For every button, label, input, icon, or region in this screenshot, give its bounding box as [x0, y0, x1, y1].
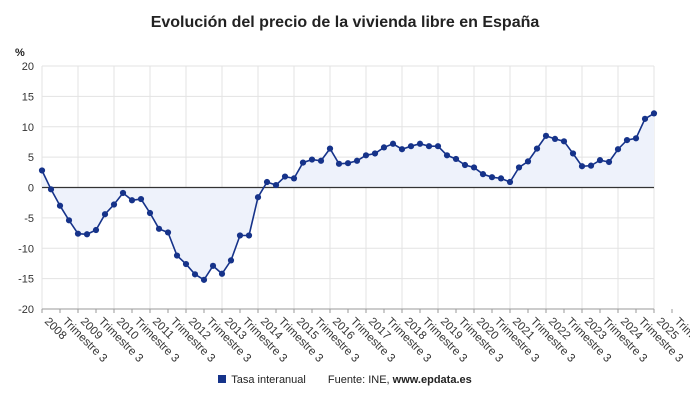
data-point: [524, 158, 532, 165]
data-point: [146, 209, 154, 217]
data-point: [119, 189, 127, 197]
data-point: [83, 231, 91, 238]
data-point: [191, 271, 199, 278]
data-point: [452, 155, 460, 163]
data-point: [632, 135, 640, 142]
data-point: [209, 262, 217, 269]
y-tick-label: 10: [22, 122, 34, 134]
data-point: [542, 132, 550, 139]
data-point: [290, 175, 298, 182]
source-host: www.epdata.es: [392, 374, 472, 386]
data-point: [65, 217, 73, 224]
data-point: [596, 157, 604, 164]
data-point: [326, 145, 334, 152]
y-tick-label: -5: [24, 213, 34, 225]
data-point: [605, 158, 613, 166]
data-point: [506, 178, 514, 186]
data-point: [236, 232, 244, 239]
legend-swatch: [218, 375, 227, 384]
data-point: [380, 144, 388, 151]
data-point: [245, 232, 253, 239]
data-point: [488, 174, 496, 181]
data-point: [353, 157, 361, 164]
data-point: [254, 194, 262, 201]
data-point: [38, 167, 46, 174]
data-point: [227, 257, 235, 264]
data-point: [533, 145, 541, 152]
data-points: [38, 110, 658, 283]
data-point: [110, 201, 118, 208]
data-point: [650, 110, 658, 117]
data-point: [434, 143, 442, 150]
data-point: [443, 152, 451, 159]
data-point: [182, 260, 190, 268]
source-prefix: Fuente: INE,: [327, 374, 393, 386]
y-tick-label: 15: [22, 91, 34, 103]
data-point: [641, 115, 649, 122]
data-point: [263, 178, 271, 186]
data-point: [92, 226, 100, 234]
data-point: [389, 140, 397, 147]
data-point: [128, 197, 136, 204]
y-tick-label: -15: [18, 274, 34, 286]
data-point: [317, 157, 325, 164]
data-point: [425, 143, 433, 150]
data-point: [551, 135, 559, 142]
data-point: [308, 156, 316, 163]
y-axis-ticks: 20 15 10 5 0 -5 -10 -15 -20: [18, 61, 34, 316]
data-point: [578, 163, 586, 170]
data-point: [587, 162, 595, 169]
data-point: [335, 160, 343, 167]
data-point: [47, 186, 55, 193]
data-point: [569, 150, 577, 157]
data-point: [623, 137, 631, 144]
data-point: [155, 225, 163, 232]
area-fill: [42, 113, 654, 280]
data-point: [461, 161, 469, 169]
data-point: [398, 146, 406, 153]
data-point: [344, 160, 352, 167]
legend-label: Tasa interanual: [231, 374, 306, 386]
data-point: [272, 181, 280, 189]
y-tick-label: 5: [28, 152, 34, 164]
data-point: [173, 252, 181, 259]
data-point: [56, 202, 64, 209]
data-point: [479, 171, 487, 178]
data-point: [416, 140, 424, 147]
data-point: [164, 229, 172, 236]
data-point: [407, 143, 415, 150]
y-tick-label: 20: [22, 61, 34, 73]
y-tick-label: -10: [18, 243, 34, 255]
data-point: [560, 138, 568, 145]
y-axis-unit: %: [15, 47, 25, 59]
legend: Tasa interanual Fuente: INE, www.epdata.e…: [0, 374, 690, 386]
data-point: [74, 230, 82, 237]
data-point: [515, 164, 523, 171]
data-point: [470, 164, 478, 171]
chart-title: Evolución del precio de la vivienda libr…: [150, 14, 540, 31]
data-point: [299, 159, 307, 166]
data-point: [281, 173, 289, 180]
y-tick-label: 0: [28, 183, 34, 195]
data-point: [362, 152, 370, 159]
data-point: [200, 276, 208, 283]
data-point: [218, 270, 226, 277]
data-point: [497, 175, 505, 182]
data-point: [101, 211, 109, 218]
y-tick-label: -20: [18, 304, 34, 316]
data-point: [371, 150, 379, 157]
data-point: [137, 195, 145, 203]
data-point: [614, 146, 622, 153]
